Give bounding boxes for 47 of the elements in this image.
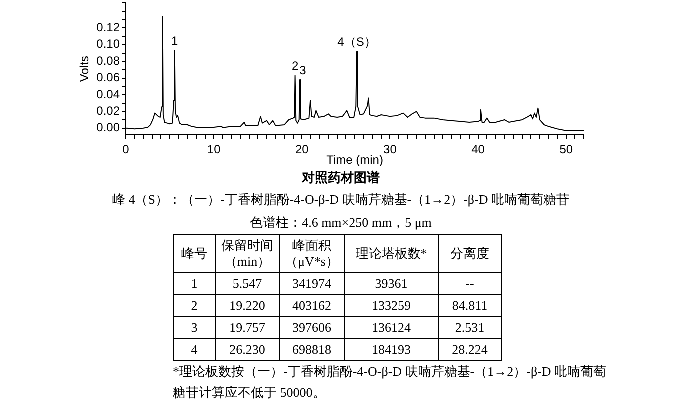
x-tick-label: 30 [384,142,398,157]
annotation: 3 [300,63,307,78]
x-tick-label: 50 [560,142,574,157]
data-label: 5.547 [216,272,280,294]
data-label: 26.230 [216,338,280,360]
data-label: 403162 [280,294,344,316]
data-label: 19.220 [216,294,280,316]
y-tick-label: 0.12 [96,20,120,35]
y-axis-title: Volts [78,56,92,82]
text: *理论板数按（一）-丁香树脂酚-4-O-β-D 呋喃芹糖基-（1→2）-β-D 吡喃葡萄糖苷计算应不低于 50000。 [173,363,608,401]
y-axis-title: 峰号 [174,234,216,272]
data-label: 184193 [344,338,438,360]
data-label: 2.531 [438,316,502,338]
text: 峰 4（S）：（一）-丁香树脂酚-4-O-β-D 呋喃芹糖基-（1→2）-β-D 吡喃葡萄糖苷 [111,191,570,209]
annotation: 4（S） [338,34,376,49]
annotation: 2 [292,59,299,74]
data-label: 19.757 [216,316,280,338]
x-tick-label: 保留时间（min） [216,234,280,272]
data-label: 28.224 [438,338,502,360]
text: 色谱柱：4.6 mm×250 mm，5 μm [249,214,433,232]
x-tick-label: 40 [472,142,486,157]
y-tick-label: 0.02 [96,104,120,118]
data-label: 698818 [280,338,344,360]
x-tick-label: 峰面积（μV*s） [280,234,344,272]
y-tick-label: 0.10 [96,37,120,52]
x-tick-label: 理论塔板数* [344,234,438,272]
x-tick-label: 20 [295,142,310,157]
y-tick-label: 0.04 [96,87,120,102]
x-tick-label: 10 [207,142,222,157]
data-label: 133259 [344,294,438,316]
data-label: 84.811 [438,294,502,316]
text: 对照药材图谱 [300,169,381,187]
y-tick-label: 0.06 [96,70,120,85]
x-axis-title: Time (min) [326,153,384,168]
y-tick-label: 2 [174,294,216,316]
data-label: 136124 [344,316,438,338]
y-tick-label: 0.08 [96,54,120,68]
y-tick-label: 0.00 [96,120,120,135]
text: -- [466,276,474,290]
data-label: 341974 [280,272,344,294]
x-tick-label: 0 [122,142,130,157]
x-tick-label: 分离度 [438,234,502,272]
y-tick-label: 3 [174,316,216,338]
data-label: 39361 [344,272,438,294]
data-label: 397606 [280,316,344,338]
y-tick-label: 1 [174,272,216,294]
y-tick-label: 4 [174,338,216,360]
